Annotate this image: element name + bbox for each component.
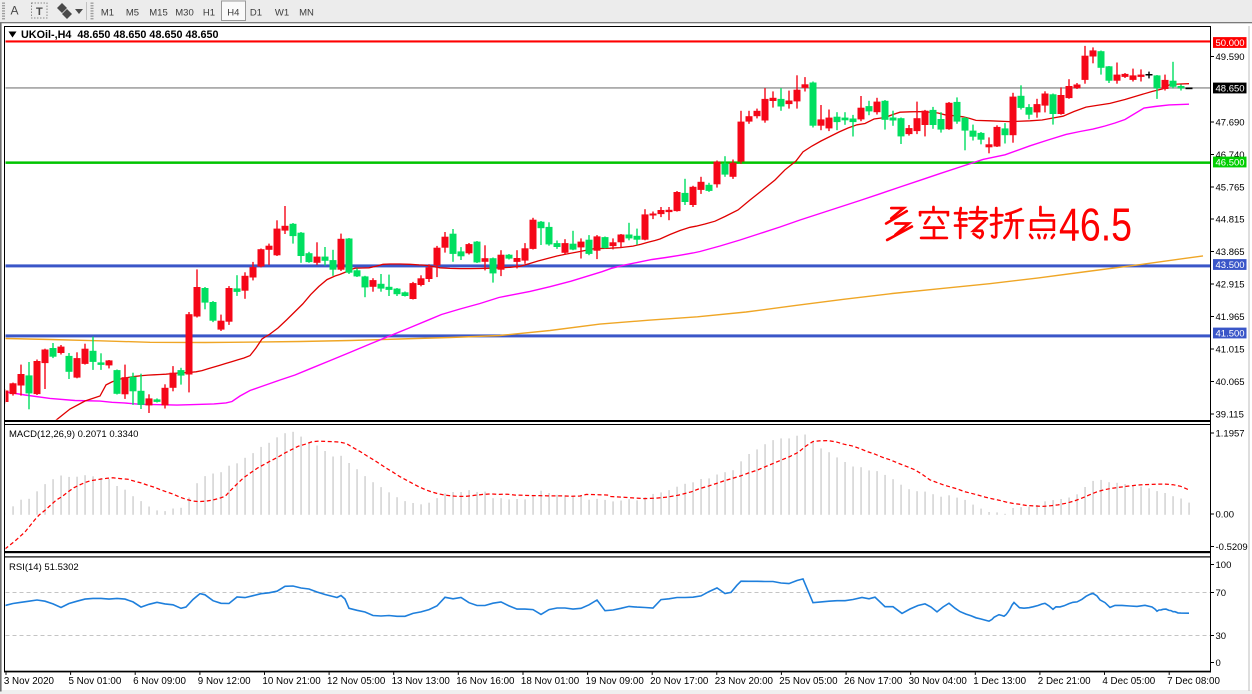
svg-text:43.865: 43.865 xyxy=(1216,247,1245,258)
svg-text:30: 30 xyxy=(1216,631,1227,642)
svg-text:M30: M30 xyxy=(175,8,193,19)
svg-text:18 Nov 01:00: 18 Nov 01:00 xyxy=(521,676,580,687)
svg-text:UKOil-,H4 48.650 48.650 48.65: UKOil-,H4 48.650 48.650 48.650 48.650 xyxy=(21,29,218,41)
svg-text:16 Nov 16:00: 16 Nov 16:00 xyxy=(456,676,515,687)
svg-text:46.500: 46.500 xyxy=(1216,158,1245,169)
svg-text:9 Nov 12:00: 9 Nov 12:00 xyxy=(198,676,251,687)
svg-text:41.500: 41.500 xyxy=(1216,329,1245,340)
svg-text:1.1957: 1.1957 xyxy=(1216,429,1245,440)
svg-text:A: A xyxy=(11,4,19,18)
svg-text:44.815: 44.815 xyxy=(1216,215,1245,226)
svg-text:3 Nov 2020: 3 Nov 2020 xyxy=(4,676,55,687)
svg-text:M1: M1 xyxy=(101,8,114,19)
svg-text:-0.5209: -0.5209 xyxy=(1216,542,1248,553)
svg-text:39.115: 39.115 xyxy=(1216,410,1244,421)
svg-text:20 Nov 17:00: 20 Nov 17:00 xyxy=(650,676,709,687)
svg-text:10 Nov 21:00: 10 Nov 21:00 xyxy=(262,676,321,687)
svg-text:5 Nov 01:00: 5 Nov 01:00 xyxy=(69,676,122,687)
svg-text:MN: MN xyxy=(299,8,314,19)
svg-text:70: 70 xyxy=(1216,588,1227,599)
svg-text:6 Nov 09:00: 6 Nov 09:00 xyxy=(133,676,186,687)
svg-text:MACD(12,26,9) 0.2071 0.3340: MACD(12,26,9) 0.2071 0.3340 xyxy=(9,429,138,440)
svg-text:0: 0 xyxy=(1216,658,1221,669)
svg-text:1 Dec 13:00: 1 Dec 13:00 xyxy=(973,676,1026,687)
svg-text:19 Nov 09:00: 19 Nov 09:00 xyxy=(586,676,645,687)
svg-text:41.965: 41.965 xyxy=(1216,312,1245,323)
svg-text:47.690: 47.690 xyxy=(1216,118,1245,129)
svg-text:25 Nov 05:00: 25 Nov 05:00 xyxy=(779,676,838,687)
svg-text:45.765: 45.765 xyxy=(1216,183,1245,194)
svg-text:D1: D1 xyxy=(250,8,262,19)
svg-text:2 Dec 21:00: 2 Dec 21:00 xyxy=(1038,676,1091,687)
svg-text:49.590: 49.590 xyxy=(1216,52,1245,63)
svg-text:W1: W1 xyxy=(275,8,289,19)
svg-text:13 Nov 13:00: 13 Nov 13:00 xyxy=(392,676,451,687)
svg-text:M5: M5 xyxy=(126,8,139,19)
svg-text:RSI(14) 51.5302: RSI(14) 51.5302 xyxy=(9,562,79,573)
svg-text:100: 100 xyxy=(1216,560,1232,571)
svg-text:46.740: 46.740 xyxy=(1216,150,1245,161)
svg-text:M15: M15 xyxy=(149,8,167,19)
svg-text:23 Nov 20:00: 23 Nov 20:00 xyxy=(715,676,774,687)
svg-text:26 Nov 17:00: 26 Nov 17:00 xyxy=(844,676,903,687)
svg-text:H1: H1 xyxy=(203,8,215,19)
svg-text:12 Nov 05:00: 12 Nov 05:00 xyxy=(327,676,386,687)
svg-text:30 Nov 04:00: 30 Nov 04:00 xyxy=(909,676,968,687)
svg-text:4 Dec 05:00: 4 Dec 05:00 xyxy=(1102,676,1155,687)
svg-text:43.500: 43.500 xyxy=(1216,260,1245,271)
svg-text:7 Dec 08:00: 7 Dec 08:00 xyxy=(1167,676,1220,687)
svg-text:50.000: 50.000 xyxy=(1216,38,1245,49)
svg-text:T: T xyxy=(36,6,43,18)
svg-text:48.650: 48.650 xyxy=(1216,84,1245,95)
svg-text:40.065: 40.065 xyxy=(1216,377,1245,388)
svg-text:0.00: 0.00 xyxy=(1216,510,1235,521)
svg-text:41.015: 41.015 xyxy=(1216,345,1245,356)
svg-text:H4: H4 xyxy=(227,8,239,19)
svg-text:42.915: 42.915 xyxy=(1216,280,1245,291)
svg-text:46.5: 46.5 xyxy=(1059,199,1132,251)
